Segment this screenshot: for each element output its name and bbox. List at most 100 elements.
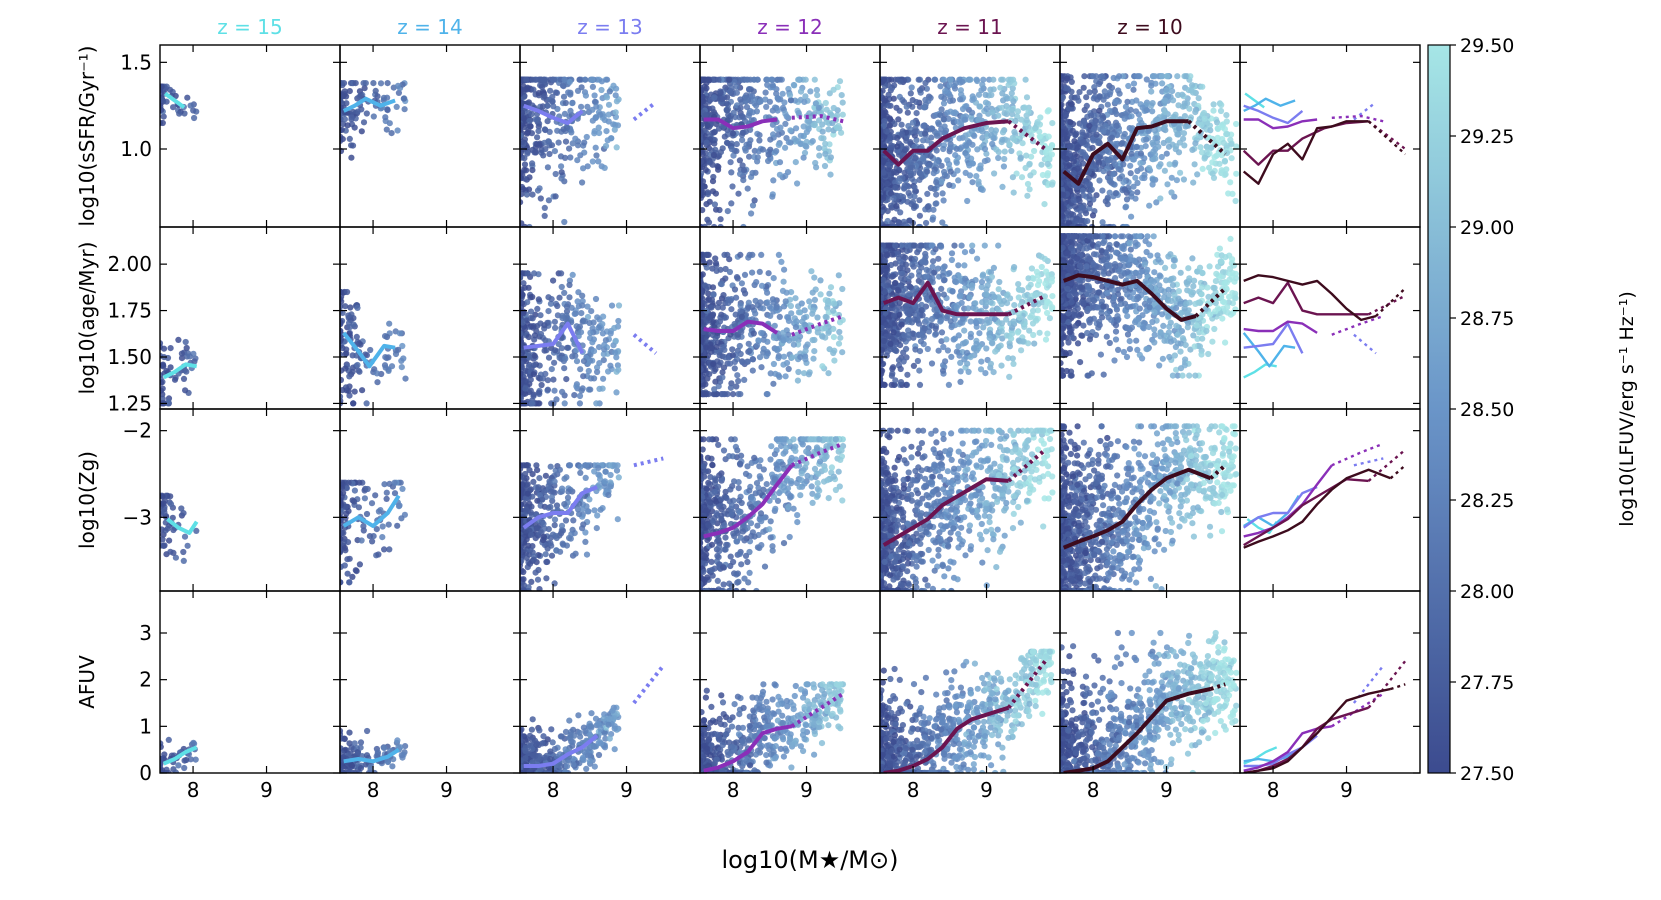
galaxy-point: [354, 362, 360, 368]
galaxy-point: [606, 118, 612, 124]
galaxy-point: [749, 270, 755, 276]
galaxy-point: [1218, 108, 1224, 114]
galaxy-point: [1078, 218, 1084, 224]
galaxy-point: [389, 130, 395, 136]
galaxy-point: [529, 167, 535, 173]
galaxy-point: [382, 114, 388, 120]
galaxy-point: [825, 370, 831, 376]
galaxy-point: [704, 252, 710, 258]
galaxy-point: [364, 110, 370, 116]
galaxy-point: [698, 158, 704, 164]
galaxy-point: [353, 80, 359, 86]
galaxy-point: [998, 363, 1004, 369]
y-tick-label: 1.75: [107, 299, 152, 323]
galaxy-point: [1084, 182, 1090, 188]
galaxy-point: [916, 77, 922, 83]
galaxy-point: [771, 275, 777, 281]
galaxy-point: [587, 330, 593, 336]
galaxy-point: [550, 77, 556, 83]
galaxy-point: [922, 104, 928, 110]
galaxy-point: [585, 163, 591, 169]
galaxy-point: [538, 77, 544, 83]
galaxy-point: [798, 89, 804, 95]
galaxy-point: [709, 297, 715, 303]
galaxy-point: [602, 165, 608, 171]
galaxy-point: [603, 128, 609, 134]
galaxy-point: [541, 93, 547, 99]
galaxy-point: [814, 92, 820, 98]
galaxy-point: [747, 137, 753, 143]
galaxy-point: [1128, 214, 1134, 220]
galaxy-point: [1138, 166, 1144, 172]
galaxy-point: [546, 151, 552, 157]
galaxy-point: [975, 178, 981, 184]
galaxy-point: [828, 154, 834, 160]
galaxy-point: [577, 393, 583, 399]
galaxy-point: [1149, 108, 1155, 114]
galaxy-point: [837, 78, 843, 84]
galaxy-point: [559, 315, 565, 321]
galaxy-point: [553, 171, 559, 177]
galaxy-point: [343, 350, 349, 356]
galaxy-point: [777, 314, 783, 320]
galaxy-point: [725, 300, 731, 306]
galaxy-point: [1000, 77, 1006, 83]
galaxy-point: [577, 366, 583, 372]
galaxy-point: [559, 169, 565, 175]
galaxy-point: [1067, 143, 1073, 149]
galaxy-point: [1202, 116, 1208, 122]
galaxy-point: [767, 137, 773, 143]
galaxy-point: [1152, 128, 1158, 134]
galaxy-point: [1169, 88, 1175, 94]
galaxy-point: [1024, 94, 1030, 100]
galaxy-point: [999, 184, 1005, 190]
galaxy-point: [586, 368, 592, 374]
galaxy-point: [792, 295, 798, 301]
galaxy-point: [1136, 73, 1142, 79]
galaxy-point: [881, 77, 887, 83]
galaxy-point: [1149, 140, 1155, 146]
galaxy-point: [182, 387, 188, 393]
galaxy-point: [780, 91, 786, 97]
galaxy-point: [983, 92, 989, 98]
galaxy-point: [781, 354, 787, 360]
galaxy-point: [1144, 107, 1150, 113]
galaxy-point: [803, 77, 809, 83]
galaxy-point: [358, 92, 364, 98]
galaxy-point: [789, 354, 795, 360]
galaxy-point: [1141, 172, 1147, 178]
galaxy-point: [1134, 144, 1140, 150]
galaxy-point: [1081, 73, 1087, 79]
galaxy-point: [1046, 134, 1052, 140]
galaxy-point: [553, 193, 559, 199]
galaxy-point: [592, 128, 598, 134]
galaxy-point: [964, 198, 970, 204]
galaxy-point: [539, 382, 545, 388]
galaxy-point: [579, 293, 585, 299]
galaxy-point: [544, 103, 550, 109]
galaxy-point: [1081, 119, 1087, 125]
galaxy-point: [771, 300, 777, 306]
galaxy-point: [522, 386, 528, 392]
galaxy-point: [815, 329, 821, 335]
galaxy-point: [1166, 137, 1172, 143]
galaxy-point: [793, 324, 799, 330]
galaxy-point: [1233, 171, 1239, 177]
galaxy-point: [566, 282, 572, 288]
galaxy-point: [578, 310, 584, 316]
galaxy-point: [716, 207, 722, 213]
galaxy-point: [529, 294, 535, 300]
galaxy-point: [561, 219, 567, 225]
galaxy-point: [542, 126, 548, 132]
galaxy-point: [1173, 143, 1179, 149]
galaxy-point: [748, 210, 754, 216]
galaxy-point: [161, 346, 167, 352]
galaxy-point: [738, 105, 744, 111]
galaxy-point: [819, 334, 825, 340]
galaxy-point: [944, 110, 950, 116]
galaxy-point: [600, 330, 606, 336]
galaxy-point: [176, 111, 182, 117]
galaxy-point: [735, 378, 741, 384]
galaxy-point: [600, 314, 606, 320]
galaxy-point: [980, 77, 986, 83]
